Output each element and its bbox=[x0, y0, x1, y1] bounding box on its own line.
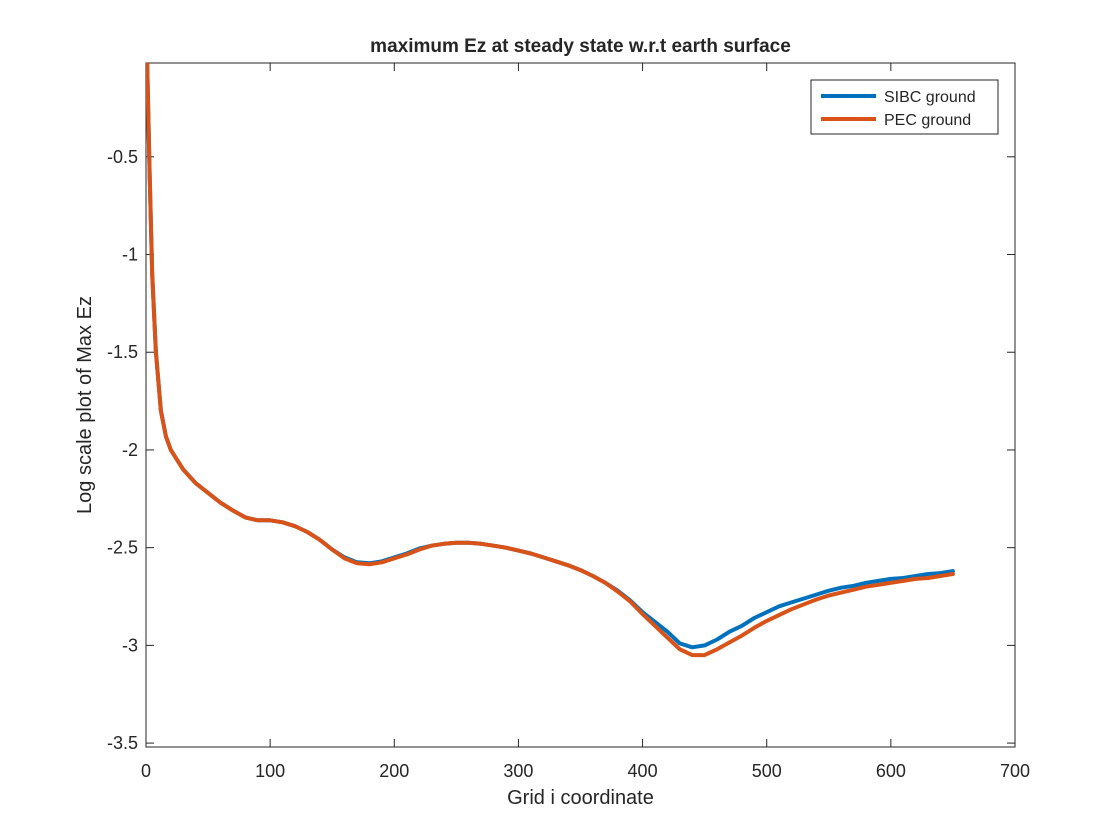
x-tick-label: 0 bbox=[141, 761, 151, 781]
y-tick-label: -2.5 bbox=[107, 538, 138, 558]
legend-label-1: SIBC ground bbox=[884, 89, 976, 106]
x-tick-label: 700 bbox=[1000, 761, 1030, 781]
y-tick-label: -1.5 bbox=[107, 342, 138, 362]
legend-box bbox=[810, 79, 999, 135]
y-tick-label: -3.5 bbox=[107, 733, 138, 753]
x-axis-label: Grid i coordinate bbox=[507, 787, 654, 809]
x-tick-label: 300 bbox=[503, 761, 533, 781]
axis-ticks: 0 100 200 300 400 500 600 700 -3.5 -3 -2.5 -2 -1.5 -1… bbox=[107, 63, 1030, 781]
y-tick-label: -3 bbox=[122, 635, 138, 655]
legend: SIBC ground PEC ground bbox=[810, 79, 999, 135]
x-tick-label: 100 bbox=[255, 761, 285, 781]
plot-area-frame bbox=[145, 62, 1016, 748]
x-tick-label: 400 bbox=[628, 761, 658, 781]
series-layer bbox=[146, 63, 955, 658]
x-tick-label: 600 bbox=[876, 761, 906, 781]
y-axis-label: Log scale plot of Max Ez bbox=[74, 296, 96, 514]
y-tick-label: -0.5 bbox=[107, 147, 138, 167]
y-tick-label: -1 bbox=[122, 245, 138, 265]
x-tick-label: 200 bbox=[379, 761, 409, 781]
chart-title: maximum Ez at steady state w.r.t earth s… bbox=[370, 36, 791, 57]
y-tick-label: -2 bbox=[122, 440, 138, 460]
legend-label-2: PEC ground bbox=[884, 112, 971, 129]
x-tick-label: 500 bbox=[752, 761, 782, 781]
series-line-2 bbox=[146, 63, 955, 658]
